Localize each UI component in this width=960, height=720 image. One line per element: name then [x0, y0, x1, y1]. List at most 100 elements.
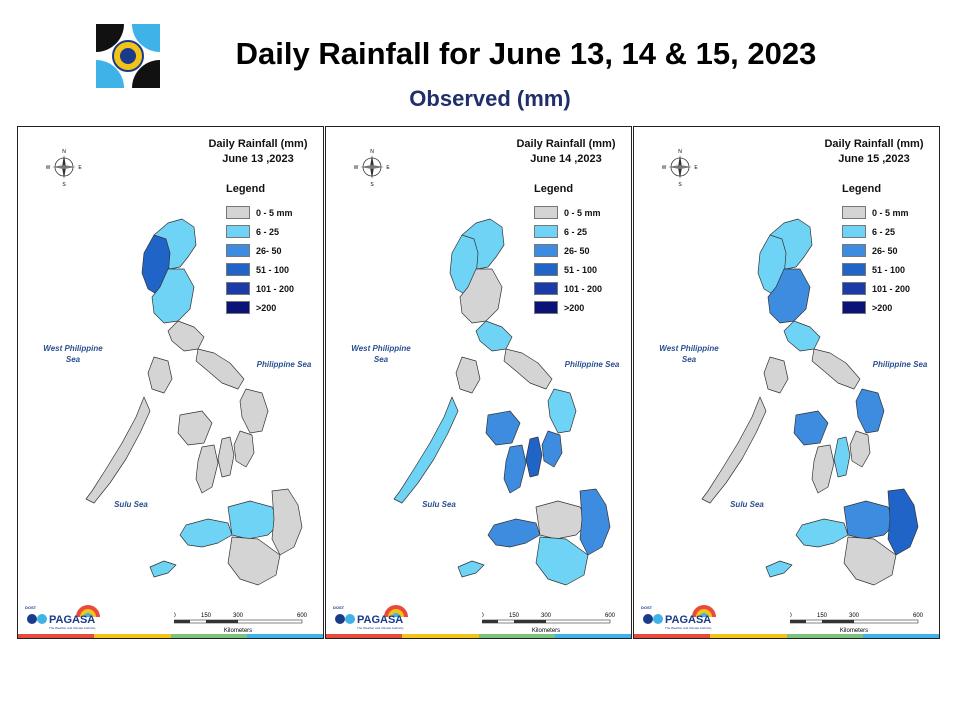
legend-item: 6 - 25: [842, 222, 910, 241]
legend-label: 26- 50: [256, 245, 282, 256]
sea-label-philippine-sea: Philippine Sea: [256, 360, 312, 369]
region-luzon-central: [151, 268, 195, 324]
region-palawan: [85, 396, 151, 504]
svg-text:W: W: [354, 165, 359, 171]
rainfall-map-panel-3: N S W E Daily Rainfall (mm) June 15 ,202…: [633, 126, 940, 639]
legend-label: 51 - 100: [256, 264, 290, 275]
legend-swatch: [842, 301, 866, 314]
region-sulu: [765, 560, 793, 578]
svg-text:N: N: [678, 149, 682, 155]
legend-item: 51 - 100: [534, 260, 602, 279]
svg-text:The Weather and Climate Author: The Weather and Climate Authority: [665, 626, 712, 630]
page-title: Daily Rainfall for June 13, 14 & 15, 202…: [235, 36, 817, 71]
panel-title: Daily Rainfall (mm) June 14 ,2023: [502, 137, 630, 167]
region-mindoro: [763, 356, 789, 394]
region-luzon-south: [475, 320, 513, 352]
svg-text:PAGASA: PAGASA: [665, 614, 711, 626]
sea-label-sulu-sea: Sulu Sea: [114, 500, 148, 509]
region-luzon-south: [167, 320, 205, 352]
region-mindanao-south: [843, 536, 897, 586]
svg-text:DOST: DOST: [333, 605, 345, 610]
svg-text:E: E: [694, 165, 698, 171]
region-leyte: [541, 430, 563, 468]
panel-date: June 13 ,2023: [222, 153, 294, 165]
legend-swatch: [842, 206, 866, 219]
legend-swatch: [226, 244, 250, 257]
legend-swatch: [534, 282, 558, 295]
rainfall-map-panel-2: N S W E Daily Rainfall (mm) June 14 ,202…: [325, 126, 632, 639]
region-mindoro: [455, 356, 481, 394]
scale-bar: 0 150 300 600 Kilometers: [482, 613, 616, 634]
legend-item: >200: [534, 298, 602, 317]
legend: Legend 0 - 5 mm 6 - 25 26- 50 51 - 100 101 -…: [534, 183, 602, 317]
map-shapes: [85, 218, 303, 586]
legend-item: 51 - 100: [842, 260, 910, 279]
legend-label: 6 - 25: [256, 226, 280, 237]
region-leyte: [233, 430, 255, 468]
region-luzon-central: [767, 268, 811, 324]
legend-item: 26- 50: [534, 241, 602, 260]
svg-text:W: W: [46, 165, 51, 171]
region-mindanao-west: [487, 518, 541, 548]
compass-rose-icon: N S W E: [662, 149, 698, 187]
legend-title: Legend: [534, 183, 574, 195]
legend-item: 101 - 200: [534, 279, 602, 298]
region-mindanao-central: [227, 500, 281, 540]
sea-label-philippine-sea: Philippine Sea: [872, 360, 928, 369]
svg-text:150: 150: [817, 613, 828, 619]
compass-rose-icon: N S W E: [354, 149, 390, 187]
legend-item: 0 - 5 mm: [842, 203, 910, 222]
svg-text:N: N: [370, 149, 374, 155]
svg-text:300: 300: [849, 613, 860, 619]
legend-swatch: [226, 301, 250, 314]
region-negros: [195, 444, 219, 494]
svg-text:DOST: DOST: [25, 605, 37, 610]
color-strip: [326, 634, 631, 638]
panel-title-line1: Daily Rainfall (mm): [824, 138, 924, 150]
svg-text:600: 600: [605, 613, 616, 619]
map-shapes: [393, 218, 611, 586]
svg-text:600: 600: [913, 613, 924, 619]
pagasa-seal-logo: [96, 24, 160, 88]
legend-swatch: [226, 282, 250, 295]
region-cebu: [833, 436, 851, 478]
sea-label-west-philippine-sea: West Philippine Sea: [659, 344, 719, 364]
region-mindanao-central: [843, 500, 897, 540]
svg-text:The Weather and Climate Author: The Weather and Climate Authority: [357, 626, 404, 630]
svg-text:S: S: [370, 182, 374, 187]
region-luzon-south: [783, 320, 821, 352]
legend-swatch: [842, 282, 866, 295]
legend-item: >200: [226, 298, 294, 317]
pagasa-logo: DOST PAGASA The Weather and Climate Auth…: [641, 605, 716, 630]
svg-text:E: E: [386, 165, 390, 171]
region-mindanao-west: [795, 518, 849, 548]
svg-text:0: 0: [790, 613, 792, 619]
map-shapes: [701, 218, 919, 586]
region-sulu: [149, 560, 177, 578]
legend-swatch: [534, 206, 558, 219]
legend-label: 26- 50: [564, 245, 590, 256]
region-palawan: [393, 396, 459, 504]
legend: Legend 0 - 5 mm 6 - 25 26- 50 51 - 100 101 -…: [226, 183, 294, 317]
region-samar: [239, 388, 269, 434]
svg-text:150: 150: [201, 613, 212, 619]
panel-date: June 14 ,2023: [530, 153, 602, 165]
svg-text:DOST: DOST: [641, 605, 653, 610]
legend-label: 0 - 5 mm: [872, 207, 909, 218]
region-bicol: [503, 348, 553, 390]
region-mindanao-west: [179, 518, 233, 548]
region-leyte: [849, 430, 871, 468]
philippines-map: [701, 218, 919, 586]
region-mindanao-central: [535, 500, 589, 540]
panel-title-line1: Daily Rainfall (mm): [208, 138, 308, 150]
svg-text:S: S: [678, 182, 682, 187]
svg-text:E: E: [78, 165, 82, 171]
legend-label: 6 - 25: [872, 226, 896, 237]
region-samar: [547, 388, 577, 434]
legend-label: 51 - 100: [564, 264, 598, 275]
svg-text:The Weather and Climate Author: The Weather and Climate Authority: [49, 626, 96, 630]
legend-swatch: [534, 244, 558, 257]
rainfall-map-panel-1: N S W E Daily Rainfall (mm) June 13 ,202…: [17, 126, 324, 639]
svg-text:S: S: [62, 182, 66, 187]
legend-title: Legend: [226, 183, 266, 195]
